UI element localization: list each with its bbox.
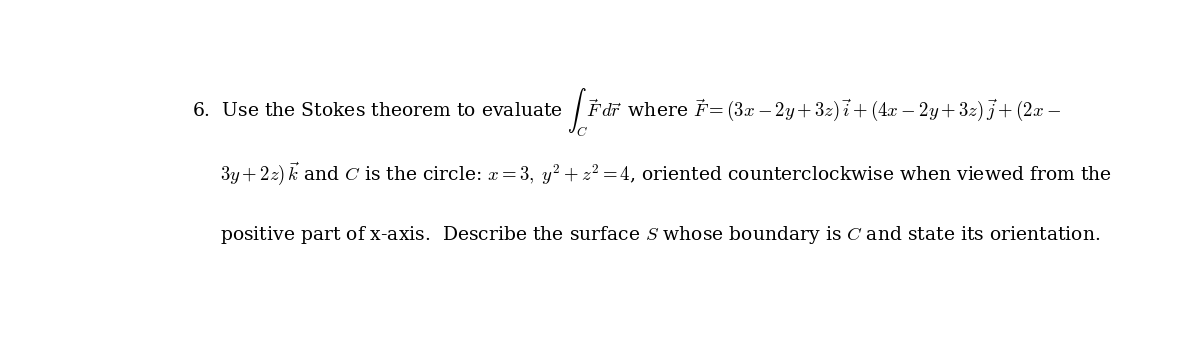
Text: $3y+2z)\,\vec{k}$ and $C$ is the circle: $x = 3,\; y^2+z^2=4$, oriented counterc: $3y+2z)\,\vec{k}$ and $C$ is the circle:… <box>220 161 1111 187</box>
Text: positive part of x-axis.  Describe the surface $S$ whose boundary is $C$ and sta: positive part of x-axis. Describe the su… <box>220 224 1100 246</box>
Text: 6.  Use the Stokes theorem to evaluate $\int_C \vec{F}\,d\vec{r}\,$ where $\vec{: 6. Use the Stokes theorem to evaluate $\… <box>192 87 1061 139</box>
